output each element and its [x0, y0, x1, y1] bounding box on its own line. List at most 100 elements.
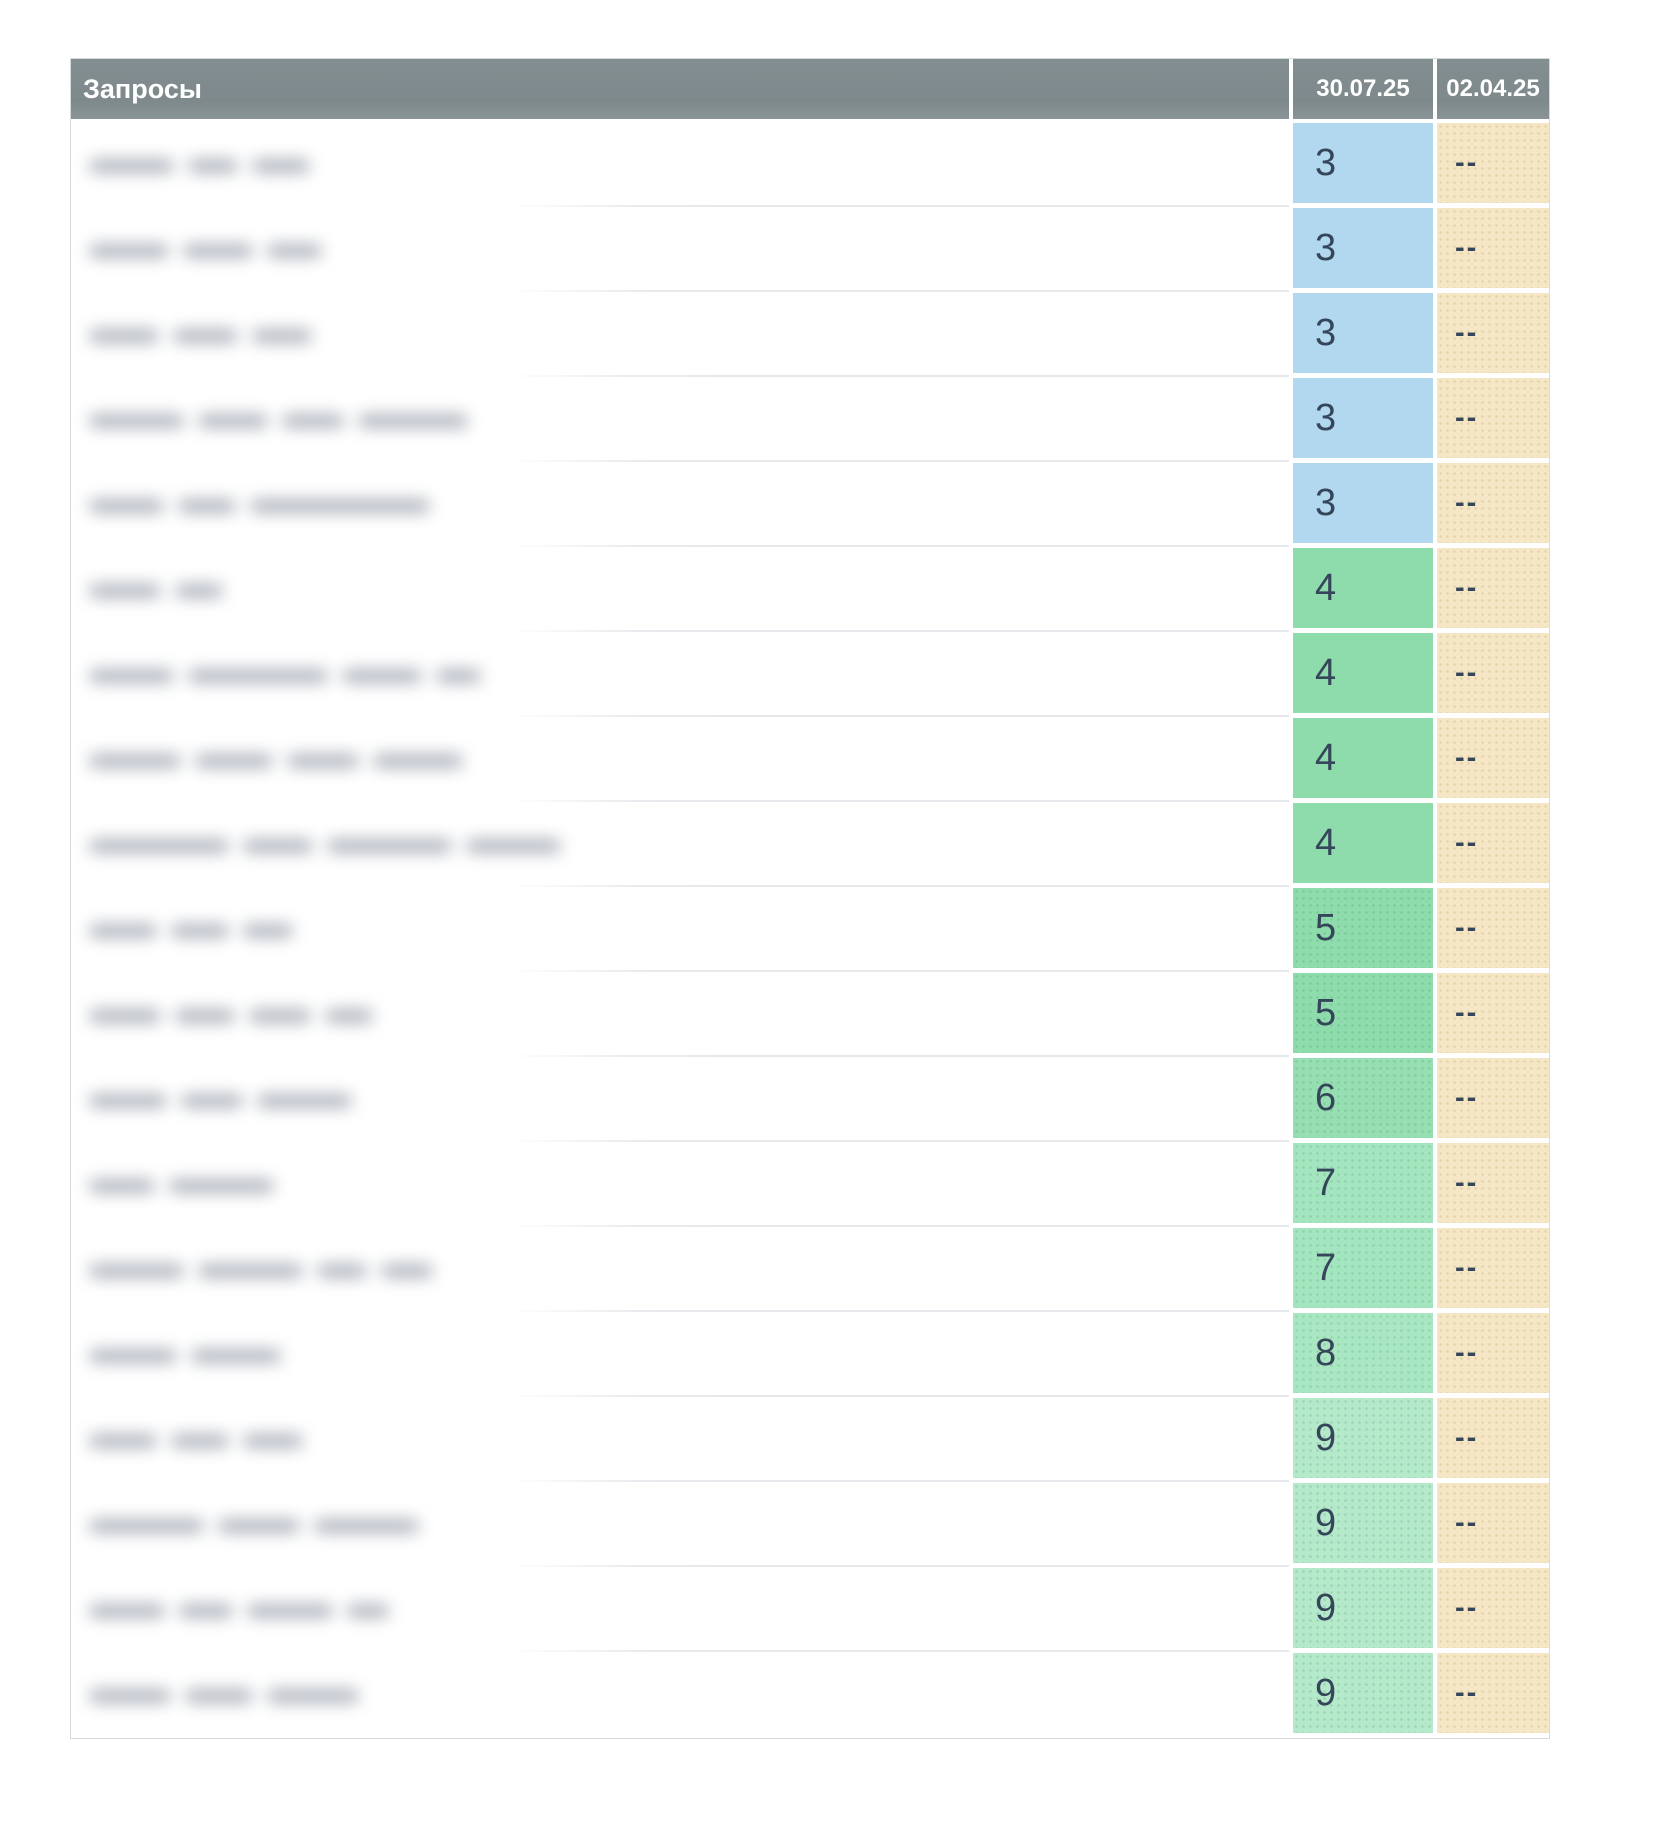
query-cell[interactable]	[71, 633, 1289, 718]
previous-position-value: --	[1455, 231, 1479, 264]
redacted-word-segment	[317, 1263, 367, 1278]
table-header-row: Запросы 30.07.25 02.04.25	[71, 59, 1549, 119]
redacted-word-segment	[327, 838, 452, 853]
query-cell[interactable]	[71, 548, 1289, 633]
redacted-word-segment	[89, 923, 157, 938]
query-cell[interactable]	[71, 1568, 1289, 1653]
position-cell-previous: --	[1437, 803, 1549, 883]
redacted-word-segment	[183, 243, 253, 258]
position-cell-previous: --	[1437, 1483, 1549, 1563]
redacted-word-segment	[89, 328, 159, 343]
positions-table: Запросы 30.07.25 02.04.25 3 -- 3 --	[70, 58, 1550, 1739]
previous-position-value: --	[1455, 486, 1479, 519]
position-cell-current: 3	[1293, 378, 1433, 458]
query-cell[interactable]	[71, 123, 1289, 208]
date-column-header-previous[interactable]: 02.04.25	[1437, 59, 1549, 119]
position-cell-current: 5	[1293, 888, 1433, 968]
table-body: 3 -- 3 -- 3 -- 3	[71, 123, 1549, 1738]
position-cell-previous: --	[1437, 293, 1549, 373]
query-cell[interactable]	[71, 718, 1289, 803]
position-cell-previous: --	[1437, 208, 1549, 288]
query-cell[interactable]	[71, 208, 1289, 293]
previous-position-value: --	[1455, 1421, 1479, 1454]
redacted-query-text	[89, 668, 481, 683]
position-value: 9	[1315, 1586, 1337, 1629]
position-cell-previous: --	[1437, 548, 1549, 628]
redacted-word-segment	[191, 1348, 281, 1363]
redacted-word-segment	[181, 1093, 243, 1108]
previous-position-value: --	[1455, 146, 1479, 179]
redacted-word-segment	[89, 668, 174, 683]
query-cell[interactable]	[71, 1398, 1289, 1483]
query-cell[interactable]	[71, 1228, 1289, 1313]
query-cell[interactable]	[71, 1653, 1289, 1738]
redacted-word-segment	[175, 583, 223, 598]
redacted-query-text	[89, 1008, 373, 1023]
redacted-query-text	[89, 1263, 433, 1278]
position-value: 6	[1315, 1076, 1337, 1119]
redacted-word-segment	[89, 1093, 167, 1108]
position-value: 4	[1315, 651, 1337, 694]
redacted-word-segment	[89, 158, 174, 173]
redacted-query-text	[89, 1603, 389, 1618]
query-cell[interactable]	[71, 973, 1289, 1058]
redacted-word-segment	[185, 1688, 253, 1703]
query-cell[interactable]	[71, 888, 1289, 973]
table-row: 4 --	[71, 718, 1549, 803]
previous-position-value: --	[1455, 911, 1479, 944]
query-cell[interactable]	[71, 378, 1289, 463]
position-cell-current: 4	[1293, 548, 1433, 628]
previous-position-value: --	[1455, 996, 1479, 1029]
query-cell[interactable]	[71, 803, 1289, 888]
position-value: 4	[1315, 821, 1337, 864]
table-row: 9 --	[71, 1653, 1549, 1738]
redacted-query-text	[89, 753, 463, 768]
redacted-word-segment	[243, 923, 293, 938]
position-cell-current: 4	[1293, 718, 1433, 798]
position-cell-current: 6	[1293, 1058, 1433, 1138]
queries-column-header[interactable]: Запросы	[71, 59, 1289, 119]
query-cell[interactable]	[71, 1143, 1289, 1228]
query-cell[interactable]	[71, 293, 1289, 378]
date-column-header-current[interactable]: 30.07.25	[1293, 59, 1433, 119]
redacted-word-segment	[250, 498, 430, 513]
table-row: 3 --	[71, 293, 1549, 378]
redacted-word-segment	[314, 1518, 419, 1533]
redacted-word-segment	[89, 243, 169, 258]
redacted-query-text	[89, 1093, 352, 1108]
table-row: 3 --	[71, 208, 1549, 293]
redacted-word-segment	[252, 328, 312, 343]
query-cell[interactable]	[71, 1058, 1289, 1143]
position-cell-current: 7	[1293, 1228, 1433, 1308]
previous-position-value: --	[1455, 316, 1479, 349]
position-cell-previous: --	[1437, 463, 1549, 543]
query-cell[interactable]	[71, 463, 1289, 548]
position-cell-previous: --	[1437, 1653, 1549, 1733]
position-cell-current: 3	[1293, 463, 1433, 543]
redacted-word-segment	[287, 753, 359, 768]
redacted-word-segment	[175, 1008, 235, 1023]
redacted-word-segment	[178, 498, 236, 513]
redacted-word-segment	[252, 158, 310, 173]
previous-position-value: --	[1455, 1251, 1479, 1284]
position-value: 3	[1315, 141, 1337, 184]
position-value: 9	[1315, 1501, 1337, 1544]
position-cell-current: 5	[1293, 973, 1433, 1053]
redacted-word-segment	[282, 413, 344, 428]
previous-position-value: --	[1455, 1336, 1479, 1369]
redacted-word-segment	[218, 1518, 300, 1533]
position-value: 5	[1315, 991, 1337, 1034]
table-row: 7 --	[71, 1143, 1549, 1228]
redacted-word-segment	[169, 1178, 274, 1193]
query-cell[interactable]	[71, 1313, 1289, 1398]
redacted-word-segment	[89, 753, 181, 768]
redacted-word-segment	[436, 668, 481, 683]
previous-position-value: --	[1455, 741, 1479, 774]
redacted-query-text	[89, 583, 223, 598]
table-row: 7 --	[71, 1228, 1549, 1313]
position-cell-current: 9	[1293, 1483, 1433, 1563]
position-cell-previous: --	[1437, 1058, 1549, 1138]
query-cell[interactable]	[71, 1483, 1289, 1568]
redacted-query-text	[89, 1433, 303, 1448]
table-row: 9 --	[71, 1568, 1549, 1653]
